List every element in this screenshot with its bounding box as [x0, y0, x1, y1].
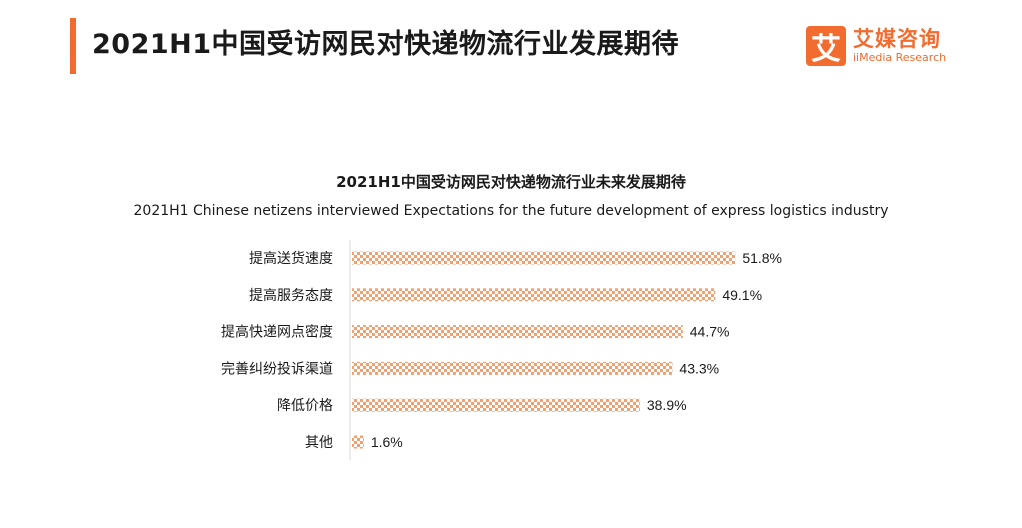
page-title: 2021H1中国受访网民对快递物流行业发展期待 [92, 29, 680, 60]
category-label: 完善纠纷投诉渠道 [221, 361, 333, 377]
bar [352, 288, 716, 302]
bar [352, 361, 673, 375]
category-label: 提高服务态度 [249, 287, 333, 304]
data-label: 43.3% [679, 360, 719, 376]
category-label: 降低价格 [277, 398, 333, 414]
brand-logo: 艾 艾媒咨询 iiMedia Research [806, 26, 946, 67]
data-label: 49.1% [722, 287, 762, 303]
chart-subtitle: 2021H1 Chinese netizens interviewed Expe… [133, 203, 889, 219]
bar [352, 398, 640, 412]
logo-text: 艾媒咨询 iiMedia Research [853, 27, 946, 65]
chart-title: 2021H1中国受访网民对快递物流行业未来发展期待 [336, 173, 686, 191]
logo-name-cn: 艾媒咨询 [853, 27, 941, 51]
bar [352, 435, 364, 449]
category-label: 其他 [305, 435, 333, 451]
title-accent-bar [70, 18, 76, 74]
data-label: 51.8% [742, 250, 782, 266]
bar [352, 325, 683, 339]
data-label: 1.6% [371, 434, 403, 450]
category-label: 提高送货速度 [249, 250, 333, 267]
bar [352, 251, 736, 265]
logo-mark-icon: 艾 [806, 26, 846, 67]
logo-name-en: iiMedia Research [853, 51, 947, 64]
category-label: 提高快递网点密度 [221, 324, 333, 341]
data-label: 44.7% [690, 324, 730, 340]
data-label: 38.9% [647, 397, 687, 413]
